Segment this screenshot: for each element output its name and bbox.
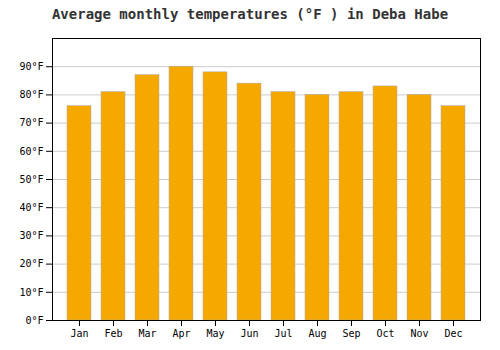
svg-text:May: May	[206, 328, 224, 339]
svg-text:Mar: Mar	[138, 328, 156, 339]
svg-text:30°F: 30°F	[19, 230, 43, 241]
svg-text:0°F: 0°F	[25, 315, 43, 326]
svg-text:Oct: Oct	[376, 328, 394, 339]
svg-text:Feb: Feb	[104, 328, 122, 339]
svg-text:Nov: Nov	[410, 328, 428, 339]
svg-text:Dec: Dec	[444, 328, 462, 339]
svg-text:90°F: 90°F	[19, 61, 43, 72]
svg-text:10°F: 10°F	[19, 287, 43, 298]
svg-text:40°F: 40°F	[19, 202, 43, 213]
svg-text:60°F: 60°F	[19, 146, 43, 157]
svg-text:Jul: Jul	[274, 328, 292, 339]
html-text:Average monthly temperatures (: Average monthly temperatures (°F ) in De…	[51, 6, 449, 22]
svg-text:70°F: 70°F	[19, 117, 43, 128]
svg-text:Jan: Jan	[70, 328, 88, 339]
svg-text:Aug: Aug	[308, 328, 326, 339]
svg-text:80°F: 80°F	[19, 89, 43, 100]
svg-text:Apr: Apr	[172, 328, 190, 339]
svg-text:50°F: 50°F	[19, 174, 43, 185]
svg-text:Jun: Jun	[240, 328, 258, 339]
svg-text:Sep: Sep	[342, 328, 360, 339]
svg-text:20°F: 20°F	[19, 258, 43, 269]
